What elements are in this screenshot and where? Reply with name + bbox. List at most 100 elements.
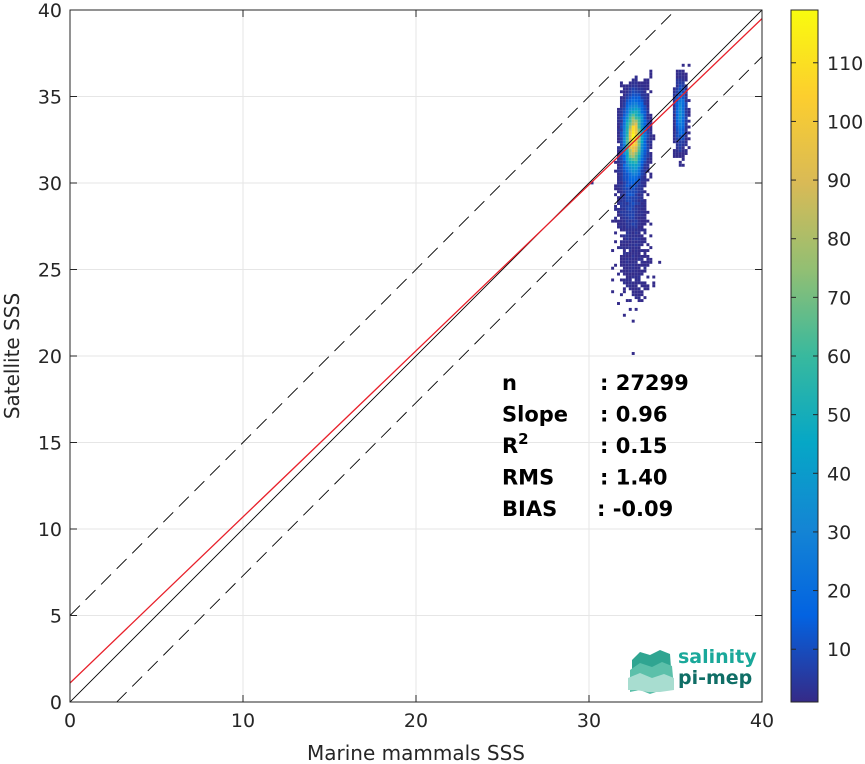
density-cell — [643, 160, 647, 164]
y-axis-ticks: 0 5 10 15 20 25 30 35 40 — [38, 0, 762, 714]
colorbar-tick-label: 110 — [827, 53, 863, 75]
y-tick-label: 20 — [38, 346, 62, 368]
density-cell — [643, 184, 647, 188]
density-cell — [625, 252, 629, 255]
density-cell — [628, 234, 632, 238]
density-cell — [625, 172, 629, 176]
density-cell — [634, 131, 638, 135]
density-cell — [640, 157, 644, 161]
density-cell — [631, 252, 635, 255]
density-cell — [625, 84, 629, 88]
density-cell — [646, 140, 650, 144]
density-cell — [640, 207, 644, 211]
x-tick-label: 20 — [404, 710, 428, 732]
density-cell — [678, 134, 682, 138]
density-cell — [681, 113, 685, 117]
density-cell — [640, 234, 644, 238]
density-cell — [625, 228, 629, 232]
density-cell — [684, 107, 688, 111]
density-cell — [617, 113, 620, 117]
density-cell — [631, 187, 635, 191]
density-cell — [640, 163, 644, 167]
colorbar-tick-label: 80 — [827, 229, 851, 251]
density-cell — [643, 116, 647, 120]
density-cell — [625, 104, 629, 108]
density-cell — [678, 93, 682, 97]
density-cell — [625, 216, 629, 220]
density-cell — [611, 266, 615, 270]
density-cell — [622, 160, 626, 164]
density-cell — [628, 263, 632, 267]
y-tick-label: 25 — [38, 260, 62, 282]
density-cell — [619, 119, 623, 123]
density-cell — [631, 196, 635, 200]
density-cell — [643, 84, 647, 88]
density-cell — [625, 210, 629, 214]
density-cell — [637, 169, 641, 173]
density-cell — [622, 140, 626, 144]
density-cell — [625, 207, 629, 211]
density-cell — [637, 87, 641, 91]
density-cell — [640, 154, 644, 158]
density-cell — [640, 284, 644, 288]
density-cell — [634, 107, 638, 111]
density-cell — [643, 113, 647, 117]
density-cell — [625, 246, 629, 250]
density-cell — [634, 278, 638, 282]
density-cell — [681, 104, 685, 108]
density-cell — [614, 240, 618, 244]
density-cell — [625, 154, 629, 158]
density-cell — [628, 96, 632, 100]
density-cell — [622, 243, 626, 247]
density-cell — [625, 90, 629, 94]
density-cell — [646, 160, 650, 164]
density-cell — [625, 299, 629, 303]
line-1:1 — [70, 10, 762, 702]
density-cell — [634, 154, 638, 158]
density-cell — [631, 119, 635, 123]
density-cell — [646, 260, 650, 264]
density-cell — [640, 178, 644, 182]
density-cell — [619, 175, 623, 179]
density-cell — [634, 252, 638, 255]
density-cell — [634, 175, 638, 179]
density-cell — [640, 293, 644, 297]
density-cell — [675, 113, 679, 117]
density-cell — [640, 152, 644, 155]
density-cell — [678, 87, 682, 91]
density-cell — [646, 116, 650, 120]
density-cell — [640, 110, 644, 114]
density-cell — [631, 78, 635, 82]
density-cell — [637, 287, 641, 291]
density-cell — [619, 146, 623, 150]
density-cell — [687, 131, 691, 135]
density-cell — [628, 225, 632, 229]
density-cell — [646, 119, 650, 123]
density-cell — [684, 99, 688, 103]
density-cell — [637, 146, 641, 150]
density-cell — [649, 69, 653, 73]
density-cell — [631, 225, 635, 229]
colorbar-tick-label: 90 — [827, 170, 851, 192]
density-cell — [646, 96, 650, 100]
density-cell — [622, 272, 626, 276]
density-cell — [625, 152, 629, 155]
density-cell — [678, 128, 682, 132]
density-cell — [634, 90, 638, 94]
density-cell — [634, 254, 638, 258]
density-cell — [643, 216, 647, 220]
density-cell — [619, 128, 623, 132]
density-cell — [678, 116, 682, 120]
density-cell — [634, 187, 638, 191]
density-cell — [622, 116, 626, 120]
density-cell — [631, 249, 635, 253]
density-cell — [622, 119, 626, 123]
density-cell — [634, 263, 638, 267]
density-cell — [625, 275, 629, 279]
density-cell — [628, 149, 632, 153]
density-cell — [625, 213, 629, 217]
density-cell — [631, 157, 635, 161]
density-cell — [678, 125, 682, 129]
density-cell — [643, 296, 647, 300]
density-cell — [646, 263, 650, 267]
